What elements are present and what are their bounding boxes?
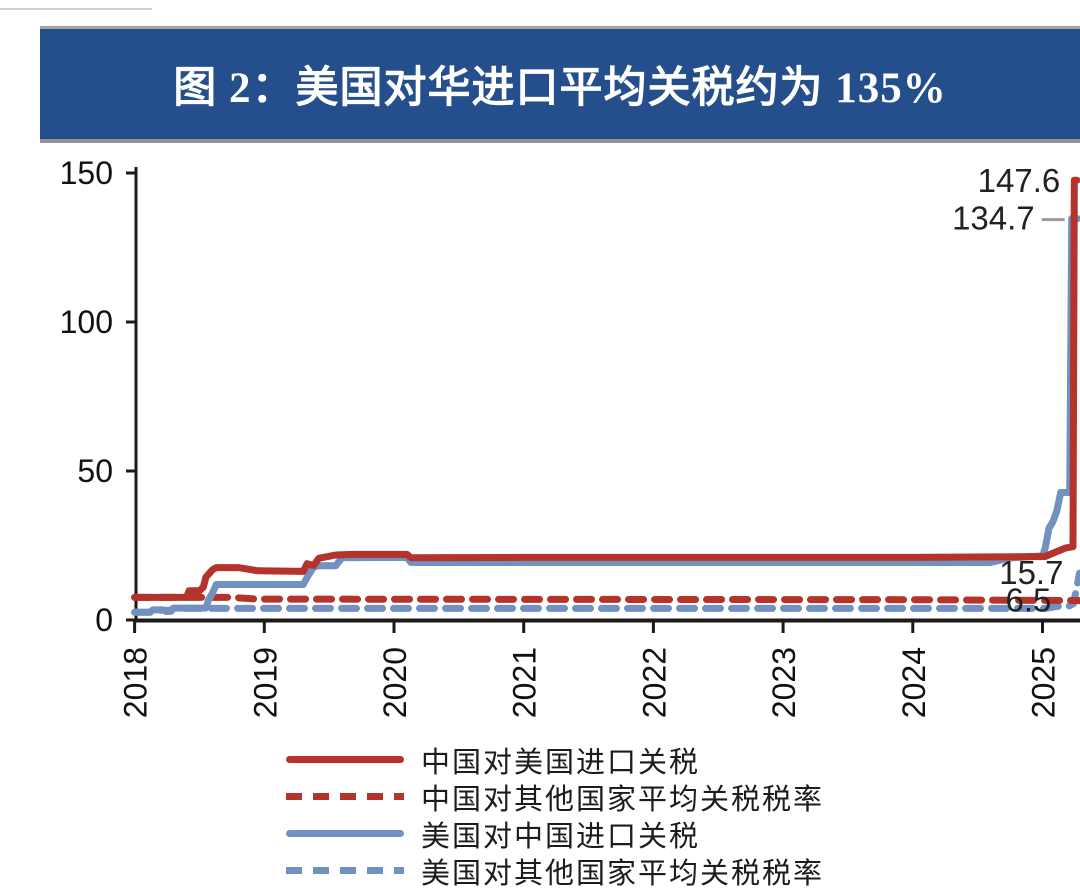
- x-tick-label: 2022: [636, 647, 672, 718]
- chart-legend: 中国对美国进口关税中国对其他国家平均关税税率 美国对中国进口关税美国对其他国家平均…: [286, 741, 825, 890]
- y-tick-label: 0: [95, 602, 113, 638]
- annotation-15.7: 15.7: [999, 554, 1063, 591]
- page-edge-line: [0, 8, 152, 10]
- annotation-147.6: 147.6: [978, 162, 1061, 199]
- legend-swatch-china-on-us: [286, 756, 404, 763]
- legend-item-china-on-row: 中国对其他国家平均关税税率: [286, 778, 825, 816]
- x-tick-label: 2019: [247, 647, 283, 718]
- legend-item-us-on-china: 美国对中国进口关税: [286, 815, 824, 853]
- legend-label-china-on-us: 中国对美国进口关税: [421, 746, 701, 779]
- x-tick-label: 2018: [118, 647, 154, 718]
- series-line-china-on-us: [131, 176, 1080, 601]
- series-line-us-on-row: [131, 569, 1080, 616]
- x-tick-label: 2020: [377, 647, 413, 718]
- chart-title-banner: 图 2：美国对华进口平均关税约为 135%: [40, 26, 1080, 143]
- legend-item-us-on-row: 美国对其他国家平均关税税率: [286, 852, 825, 890]
- x-tick-label: 2025: [1026, 647, 1062, 718]
- series-line-china-on-row: [131, 593, 1080, 605]
- annotation-134.7: 134.7: [952, 200, 1035, 237]
- y-tick-label: 150: [60, 155, 113, 191]
- legend-label-us-on-row: 美国对其他国家平均关税税率: [421, 857, 825, 890]
- legend-swatch-us-on-china: [286, 830, 404, 837]
- series-line-us-on-china: [131, 215, 1080, 616]
- legend-swatch-us-on-row: [286, 867, 404, 874]
- y-tick-label: 100: [60, 304, 113, 340]
- legend-label-china-on-row: 中国对其他国家平均关税税率: [421, 783, 825, 816]
- chart-title: 图 2：美国对华进口平均关税约为 135%: [173, 65, 947, 112]
- annotation-6.5: 6.5: [1006, 582, 1052, 619]
- legend-item-china-on-us: 中国对美国进口关税: [286, 741, 824, 779]
- x-tick-label: 2021: [507, 647, 543, 718]
- legend-label-us-on-china: 美国对中国进口关税: [421, 820, 701, 853]
- y-tick-label: 50: [77, 453, 113, 489]
- x-tick-label: 2023: [766, 647, 802, 718]
- legend-swatch-china-on-row: [286, 793, 404, 800]
- x-tick-label: 2024: [896, 647, 932, 718]
